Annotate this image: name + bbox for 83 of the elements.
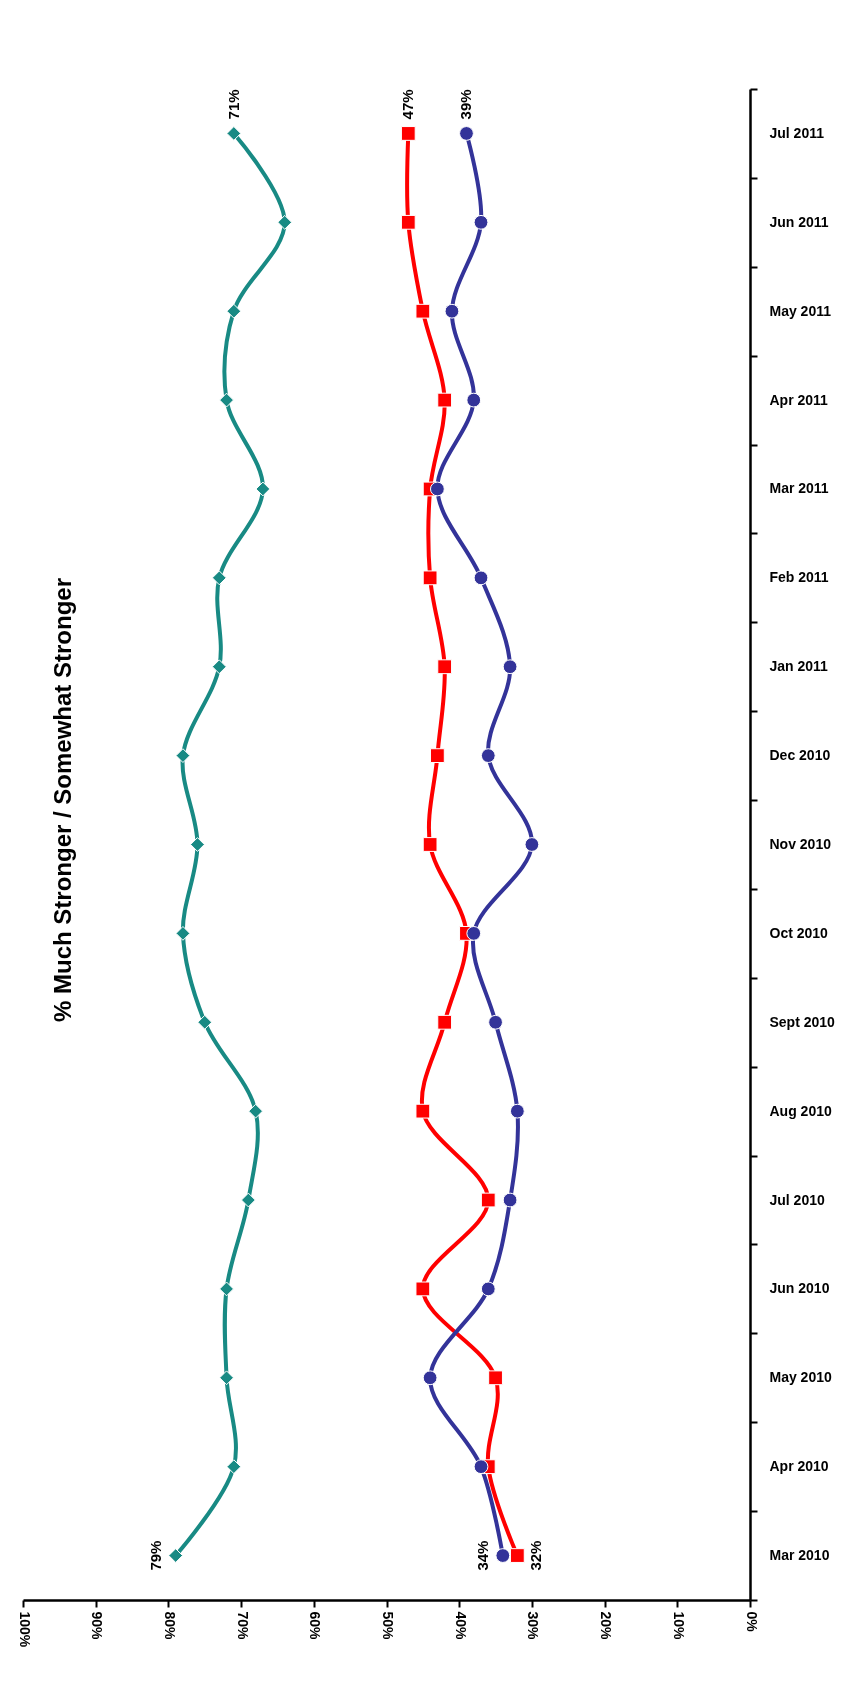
y-tick-label: May 2010	[769, 1369, 832, 1386]
point	[415, 1281, 431, 1297]
y-tick-label: Aug 2010	[769, 1102, 832, 1119]
x-tick-label: 80%	[161, 1611, 178, 1641]
y-tick-label: Feb 2011	[769, 569, 829, 586]
point	[190, 837, 205, 852]
point	[444, 303, 460, 319]
x-tick-label: 20%	[598, 1611, 615, 1641]
x-tick-label: 100%	[16, 1611, 33, 1648]
point	[480, 748, 496, 763]
point	[473, 1459, 489, 1475]
point	[197, 1014, 213, 1030]
point	[430, 748, 445, 764]
point	[430, 481, 445, 497]
point	[168, 1548, 184, 1563]
point	[488, 1370, 503, 1386]
point	[473, 214, 489, 230]
x-tick-label: 70%	[234, 1611, 251, 1641]
point	[502, 659, 518, 675]
point	[437, 659, 453, 675]
y-tick-label: Jun 2011	[769, 213, 829, 230]
y-tick-label: May 2011	[769, 302, 832, 319]
point	[415, 1103, 431, 1119]
data-label: 79%	[146, 1540, 164, 1571]
point	[437, 1014, 453, 1030]
point	[524, 837, 540, 852]
x-tick-label: 0%	[743, 1611, 760, 1633]
point	[248, 1103, 264, 1119]
point	[226, 126, 242, 141]
point	[422, 837, 438, 852]
point	[509, 1103, 525, 1119]
point	[211, 570, 227, 586]
y-tick-label: Mar 2010	[769, 1547, 830, 1564]
data-label: 34%	[473, 1540, 491, 1571]
y-tick-label: Dec 2010	[769, 747, 831, 764]
point	[502, 1192, 518, 1208]
y-tick-label: Apr 2010	[769, 1458, 829, 1475]
x-tick-label: 50%	[380, 1611, 396, 1641]
point	[175, 748, 191, 764]
text: % Much Stronger / Somewhat Stronger	[49, 577, 76, 1023]
point	[277, 214, 293, 230]
point	[219, 1281, 234, 1297]
point	[219, 1370, 234, 1386]
point	[219, 392, 234, 408]
point	[480, 1192, 496, 1208]
y-tick-label: Jul 2011	[769, 124, 825, 141]
y-tick-label: Jun 2010	[769, 1280, 830, 1297]
point	[488, 1014, 503, 1030]
y-tick-label: Nov 2010	[769, 836, 832, 852]
y-tick-label: Jul 2010	[769, 1191, 825, 1208]
data-label: 71%	[224, 89, 242, 120]
point	[459, 126, 474, 141]
y-tick-label: Jan 2011	[769, 658, 829, 675]
point	[422, 1370, 438, 1386]
data-label: 47%	[399, 89, 417, 120]
point	[175, 925, 191, 941]
data-label: 39%	[457, 89, 475, 120]
point	[480, 1281, 496, 1297]
y-tick-label: Oct 2010	[769, 924, 829, 941]
point	[509, 1548, 525, 1563]
y-tick-label: Apr 2011	[769, 391, 829, 408]
y-tick-label: Mar 2011	[769, 480, 829, 497]
y-tick-label: Sept 2010	[769, 1013, 836, 1030]
point	[437, 392, 453, 408]
point	[466, 926, 482, 941]
point	[400, 126, 416, 141]
point	[255, 481, 271, 497]
point	[226, 303, 242, 319]
point	[466, 392, 482, 408]
point	[400, 214, 416, 230]
point	[226, 1459, 242, 1475]
x-tick-label: 60%	[307, 1611, 324, 1641]
point	[473, 570, 489, 586]
point	[211, 659, 227, 675]
x-tick-label: 30%	[525, 1611, 542, 1641]
point	[240, 1192, 256, 1208]
point	[422, 570, 438, 586]
x-tick-label: 90%	[89, 1611, 106, 1641]
x-tick-label: 40%	[452, 1611, 469, 1641]
point	[415, 303, 431, 319]
x-tick-label: 10%	[670, 1611, 687, 1641]
data-label: 32%	[527, 1540, 545, 1571]
point	[495, 1548, 511, 1563]
